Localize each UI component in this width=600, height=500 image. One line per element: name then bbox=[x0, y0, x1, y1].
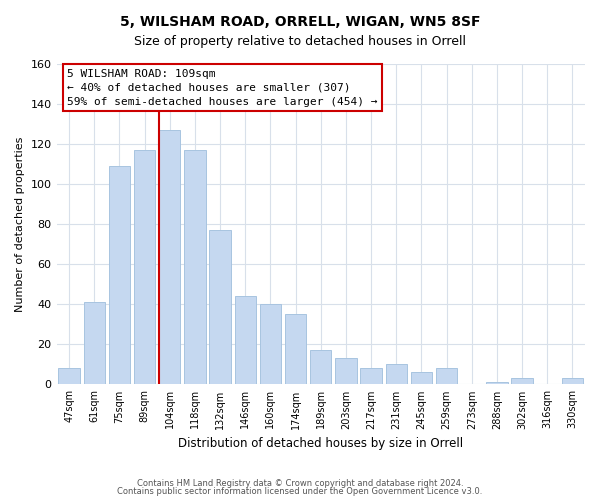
Bar bbox=[134, 150, 155, 384]
Bar bbox=[562, 378, 583, 384]
Bar bbox=[83, 302, 105, 384]
Text: 5 WILSHAM ROAD: 109sqm
← 40% of detached houses are smaller (307)
59% of semi-de: 5 WILSHAM ROAD: 109sqm ← 40% of detached… bbox=[67, 69, 377, 107]
Bar bbox=[386, 364, 407, 384]
Text: 5, WILSHAM ROAD, ORRELL, WIGAN, WN5 8SF: 5, WILSHAM ROAD, ORRELL, WIGAN, WN5 8SF bbox=[120, 15, 480, 29]
X-axis label: Distribution of detached houses by size in Orrell: Distribution of detached houses by size … bbox=[178, 437, 463, 450]
Text: Contains public sector information licensed under the Open Government Licence v3: Contains public sector information licen… bbox=[118, 487, 482, 496]
Bar bbox=[209, 230, 231, 384]
Text: Size of property relative to detached houses in Orrell: Size of property relative to detached ho… bbox=[134, 35, 466, 48]
Bar bbox=[159, 130, 181, 384]
Bar bbox=[335, 358, 356, 384]
Bar bbox=[285, 314, 307, 384]
Bar bbox=[58, 368, 80, 384]
Bar bbox=[411, 372, 432, 384]
Bar bbox=[260, 304, 281, 384]
Bar bbox=[361, 368, 382, 384]
Bar bbox=[184, 150, 206, 384]
Text: Contains HM Land Registry data © Crown copyright and database right 2024.: Contains HM Land Registry data © Crown c… bbox=[137, 478, 463, 488]
Bar bbox=[486, 382, 508, 384]
Y-axis label: Number of detached properties: Number of detached properties bbox=[15, 136, 25, 312]
Bar bbox=[511, 378, 533, 384]
Bar bbox=[310, 350, 331, 384]
Bar bbox=[109, 166, 130, 384]
Bar bbox=[436, 368, 457, 384]
Bar bbox=[235, 296, 256, 384]
